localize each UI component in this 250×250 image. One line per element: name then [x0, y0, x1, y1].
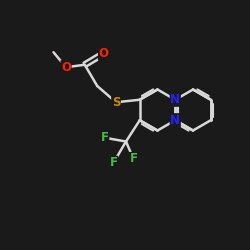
Text: F: F	[130, 152, 138, 166]
Text: F: F	[110, 156, 118, 169]
Text: F: F	[101, 131, 109, 144]
Text: O: O	[61, 61, 71, 74]
Text: N: N	[170, 93, 180, 106]
Text: N: N	[170, 114, 180, 127]
Text: S: S	[112, 96, 120, 109]
Text: O: O	[98, 47, 108, 60]
